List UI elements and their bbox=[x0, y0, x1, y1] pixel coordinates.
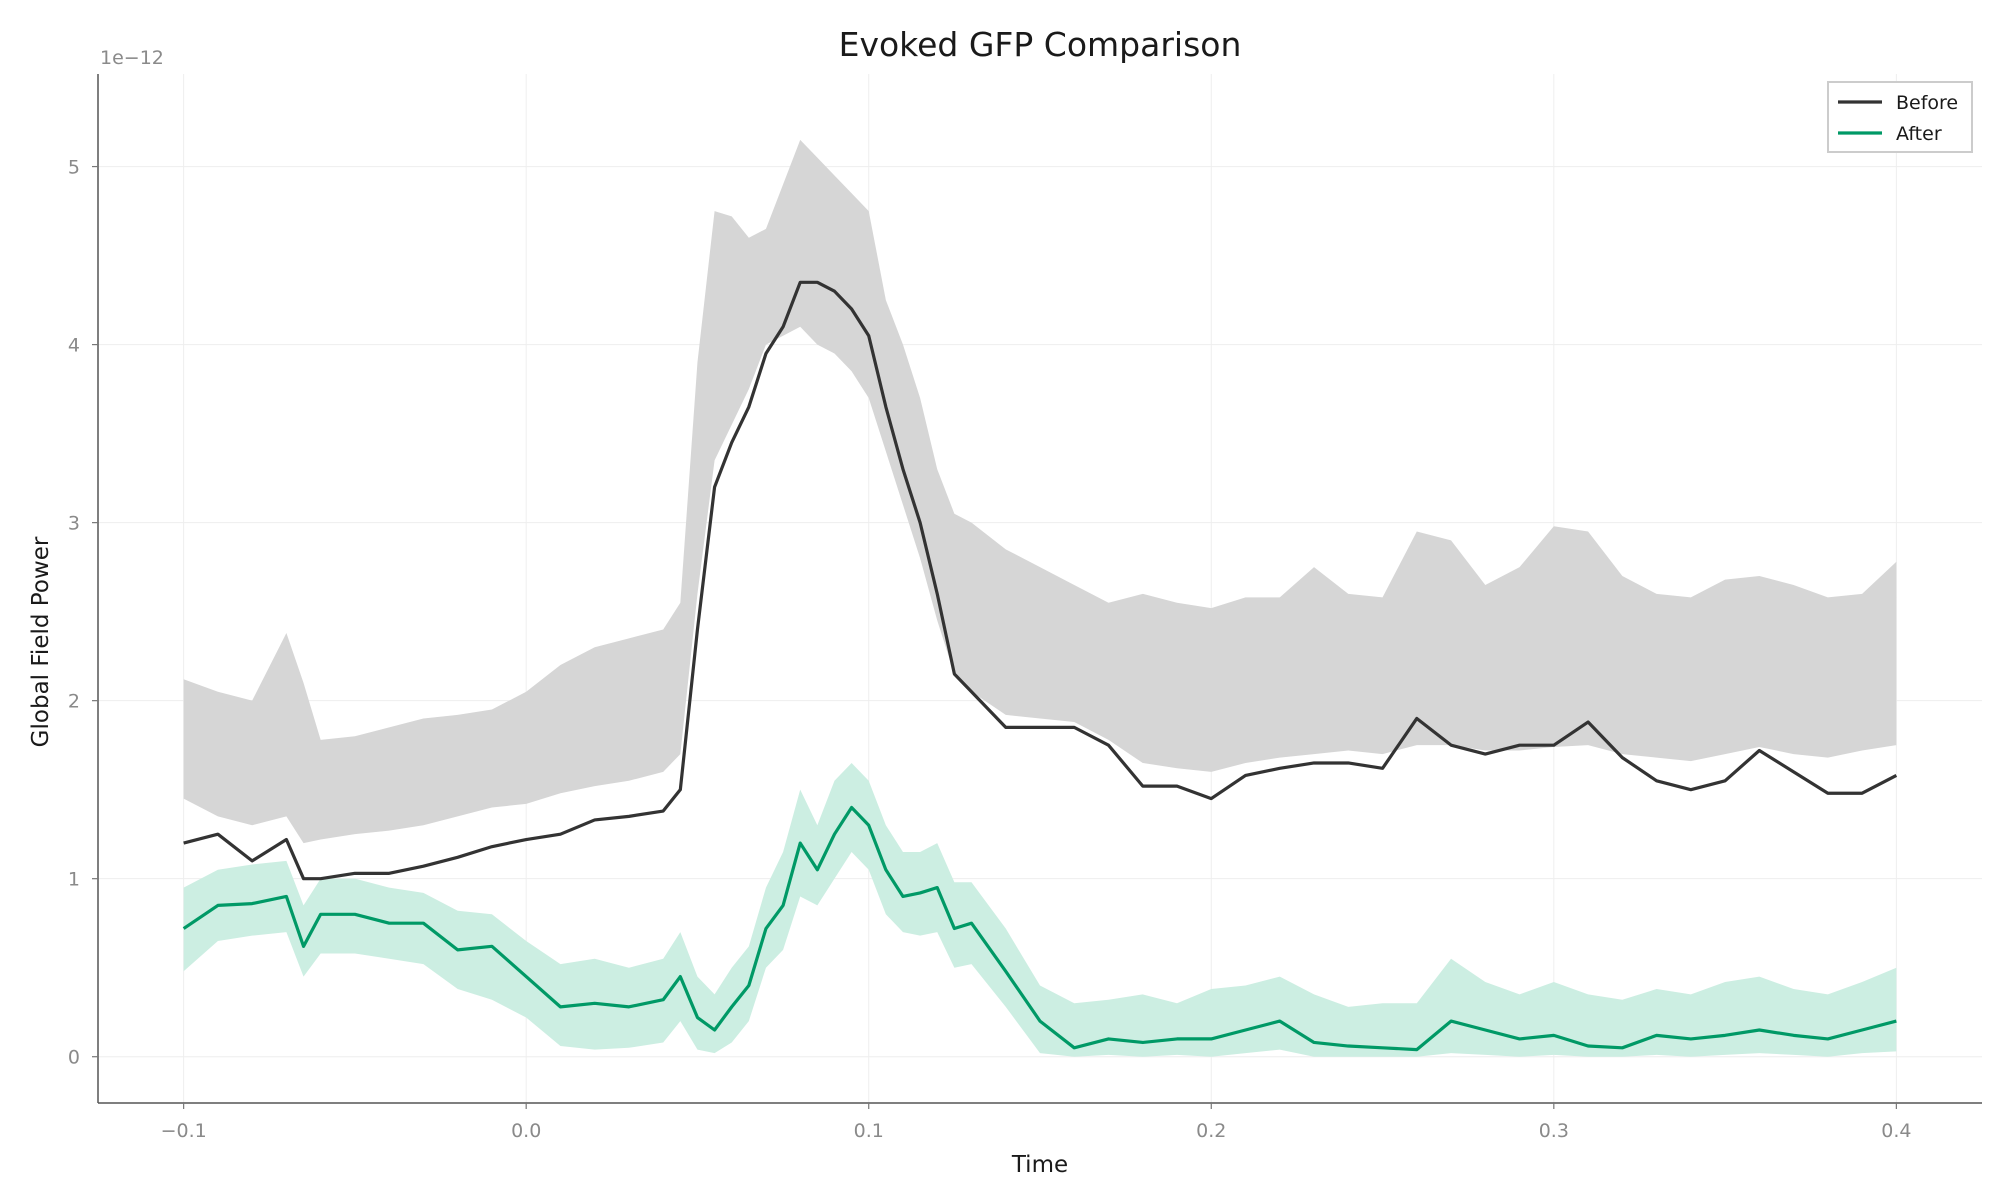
after-series-line bbox=[182, 805, 1897, 1052]
series-lines bbox=[182, 280, 1898, 1052]
before-confidence-band bbox=[183, 139, 1897, 844]
legend-label: After bbox=[1896, 123, 1942, 145]
y-axis-title: Global Field Power bbox=[28, 536, 54, 747]
x-axis-title: Time bbox=[1011, 1152, 1068, 1178]
x-tick-label: 0.4 bbox=[1881, 1120, 1911, 1142]
legend-label: Before bbox=[1896, 92, 1958, 114]
chart-title: Evoked GFP Comparison bbox=[839, 25, 1242, 64]
legend: Before After bbox=[1827, 81, 1973, 153]
x-tick-label: −0.1 bbox=[161, 1120, 207, 1142]
y-offset-label: 1e−12 bbox=[100, 47, 164, 69]
x-tick-label: 0.0 bbox=[511, 1120, 541, 1142]
axes bbox=[97, 74, 1982, 1104]
legend-frame bbox=[1827, 81, 1973, 153]
y-tick-label: 5 bbox=[68, 157, 80, 179]
y-tick-label: 1 bbox=[68, 869, 80, 891]
after-confidence-band bbox=[183, 762, 1897, 1057]
x-tick-label: 0.3 bbox=[1539, 1120, 1569, 1142]
y-tick-label: 0 bbox=[68, 1047, 80, 1069]
x-tick-label: 0.1 bbox=[854, 1120, 884, 1142]
y-tick-label: 4 bbox=[68, 335, 80, 357]
confidence-bands bbox=[183, 139, 1897, 1057]
x-tick-label: 0.2 bbox=[1196, 1120, 1226, 1142]
before-series-line bbox=[183, 280, 1898, 881]
y-tick-label: 2 bbox=[68, 691, 80, 713]
ticks: −0.1 0.0 0.1 0.2 0.3 0.4 0 1 2 3 4 5 bbox=[68, 157, 1912, 1142]
y-tick-label: 3 bbox=[68, 513, 80, 535]
